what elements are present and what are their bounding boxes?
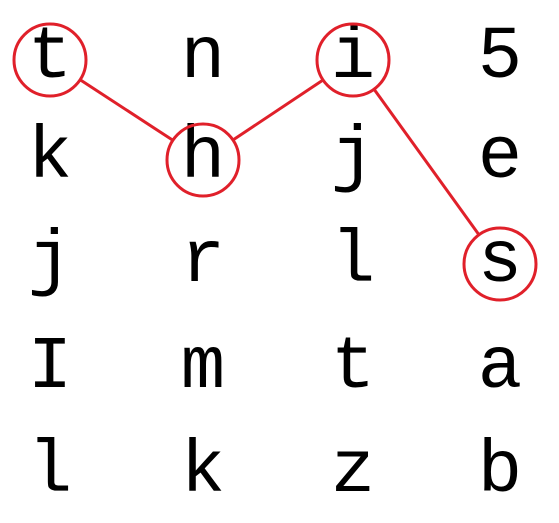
grid-letter-r4-c1: k xyxy=(181,430,225,514)
letter-grid: t n i 5k h j ej r l sI m t al k z b xyxy=(28,16,522,514)
selection-circles xyxy=(14,24,536,300)
grid-letter-r0-c3: 5 xyxy=(478,16,522,100)
grid-letter-r3-c1: m xyxy=(181,326,225,410)
grid-letter-r3-c2: t xyxy=(331,326,375,410)
grid-letter-r3-c3: a xyxy=(478,326,522,410)
grid-letter-r4-c3: b xyxy=(478,430,522,514)
path-segment-3 xyxy=(374,89,479,235)
grid-letter-r2-c0: j xyxy=(28,220,72,304)
grid-letter-r2-c2: l xyxy=(331,220,375,304)
path-segment-1 xyxy=(80,80,173,141)
grid-letter-r4-c2: z xyxy=(331,430,375,514)
grid-letter-r0-c1: n xyxy=(181,16,225,100)
grid-letter-r4-c0: l xyxy=(28,430,72,514)
path-segment-2 xyxy=(233,80,323,140)
grid-letter-r1-c0: k xyxy=(28,116,72,200)
selection-path xyxy=(80,80,479,235)
grid-letter-r2-c1: r xyxy=(181,220,225,304)
grid-letter-r3-c0: I xyxy=(28,326,72,410)
grid-letter-r1-c2: j xyxy=(331,116,375,200)
grid-letter-r1-c3: e xyxy=(478,116,522,200)
